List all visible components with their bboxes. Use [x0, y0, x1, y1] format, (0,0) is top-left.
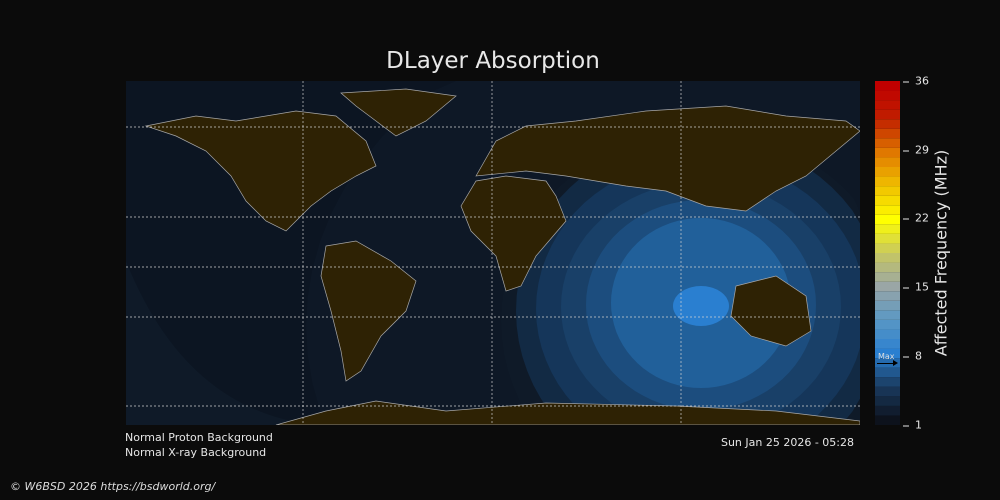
timestamp: Sun Jan 25 2026 - 05:28: [720, 436, 854, 449]
colorbar-band: [875, 243, 900, 253]
colorbar-band: [875, 358, 900, 368]
colorbar-band: [875, 405, 900, 416]
colorbar-tick: 36: [903, 75, 929, 88]
colorbar-band: [875, 319, 900, 330]
absorption-contours: [126, 81, 860, 425]
colorbar-band: [875, 272, 900, 282]
absorption-contour: [126, 261, 316, 425]
graticule: [126, 81, 860, 425]
chart-title: DLayer Absorption: [386, 48, 600, 74]
colorbar-band: [875, 138, 900, 148]
absorption-contour: [673, 286, 729, 326]
colorbar-band: [875, 253, 900, 263]
colorbar-band: [875, 233, 900, 244]
colorbar-band: [875, 367, 900, 378]
colorbar-band: [875, 186, 900, 196]
colorbar-band: [875, 100, 900, 110]
colorbar-tick: 22: [903, 212, 929, 225]
copyright: © W6BSD 2026 https://bsdworld.org/: [10, 480, 216, 493]
colorbar-band: [875, 167, 900, 177]
colorbar-tick: 29: [903, 144, 929, 157]
colorbar-band: [875, 415, 900, 425]
colorbar-band: [875, 291, 900, 301]
absorption-map: [126, 81, 860, 425]
colorbar-band: [875, 90, 900, 101]
continents: [144, 88, 860, 425]
colorbar-tick: 1: [903, 419, 922, 432]
colorbar-band: [875, 195, 900, 206]
colorbar-tick: 15: [903, 281, 929, 294]
colorbar-band: [875, 224, 900, 234]
colorbar-band: [875, 214, 900, 225]
colorbar-band: [875, 109, 900, 120]
colorbar: [875, 81, 900, 425]
colorbar-band: [875, 281, 900, 292]
colorbar-label: Affected Frequency (MHz): [931, 149, 951, 357]
colorbar-band: [875, 157, 900, 167]
colorbar-band: [875, 176, 900, 187]
colorbar-band: [875, 119, 900, 129]
colorbar-band: [875, 348, 900, 359]
colorbar-band: [875, 396, 900, 406]
max-arrow-icon: [877, 360, 898, 366]
colorbar-band: [875, 205, 900, 215]
colorbar-band: [875, 147, 900, 158]
xray-status: Normal X-ray Background: [125, 446, 267, 459]
proton-status: Normal Proton Background: [125, 431, 273, 444]
colorbar-band: [875, 81, 900, 91]
colorbar-band: [875, 329, 900, 339]
colorbar-band: [875, 262, 900, 273]
colorbar-band: [875, 300, 900, 311]
colorbar-tick: 8: [903, 350, 922, 363]
colorbar-band: [875, 128, 900, 139]
colorbar-band: [875, 339, 900, 349]
colorbar-band: [875, 386, 900, 397]
colorbar-band: [875, 377, 900, 387]
colorbar-band: [875, 310, 900, 320]
max-marker-label: Max: [878, 352, 895, 361]
